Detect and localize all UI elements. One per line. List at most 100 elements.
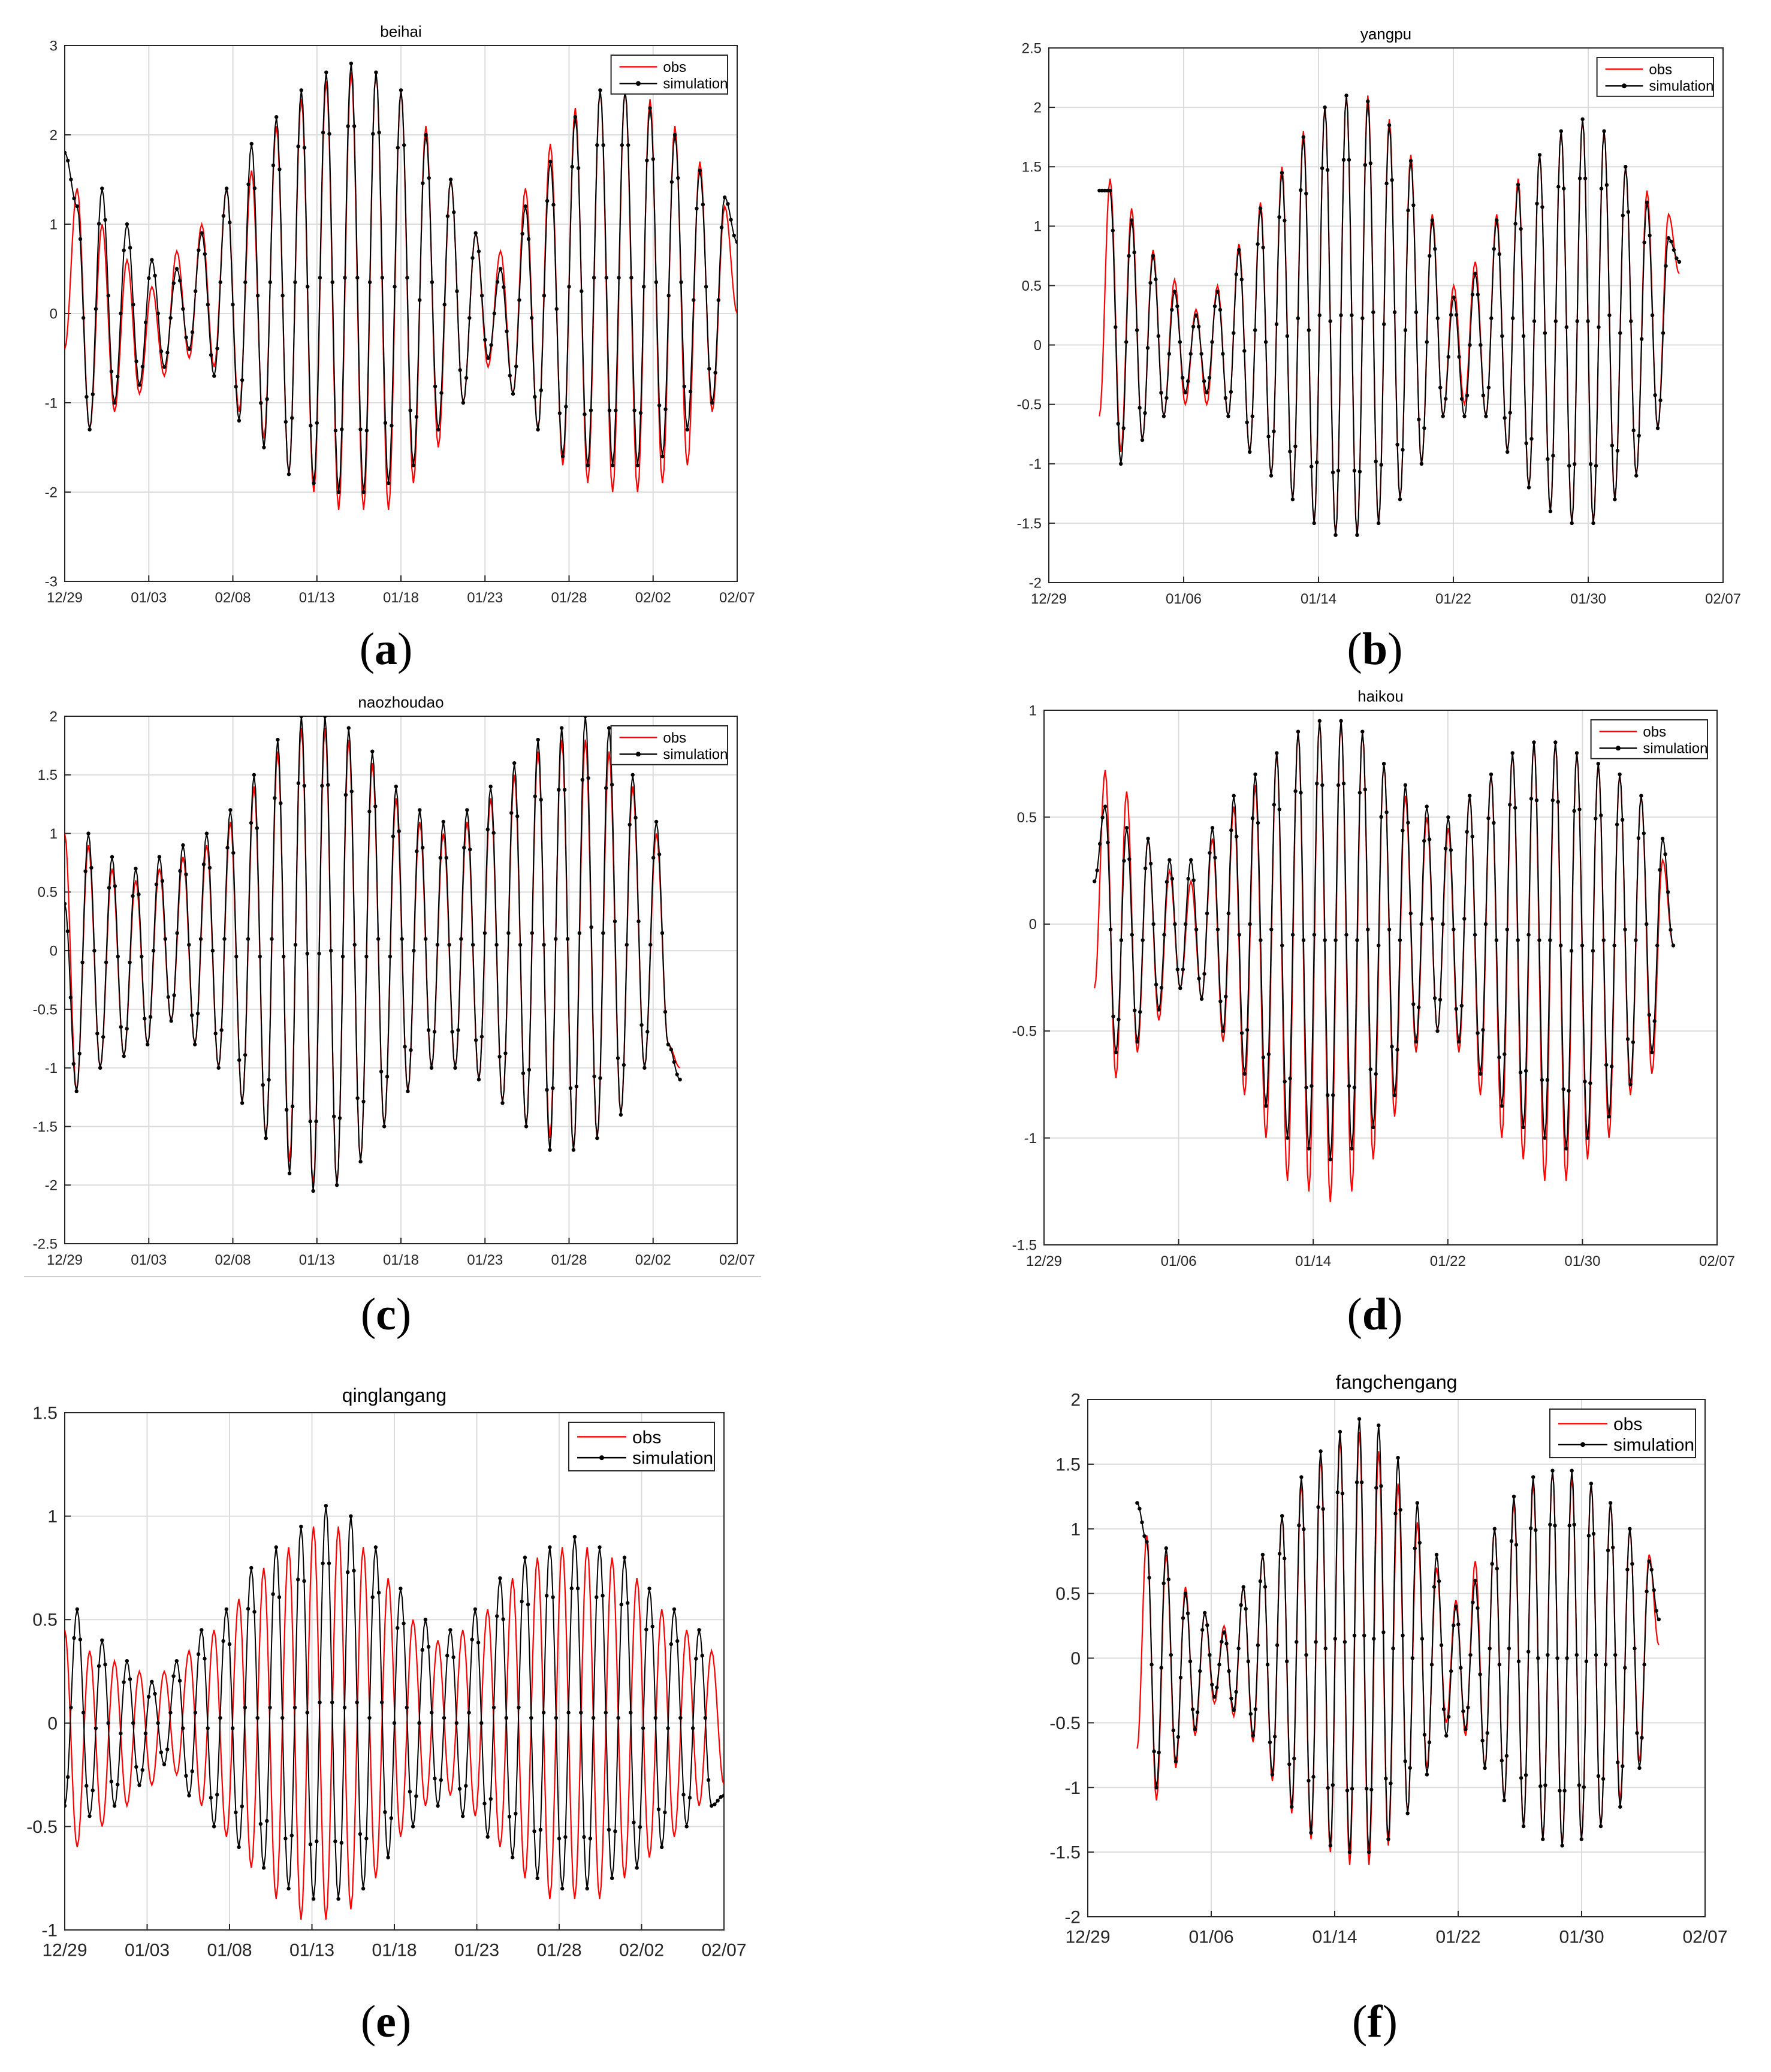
simulation-point <box>1653 393 1657 397</box>
simulation-point <box>1620 818 1625 822</box>
simulation-point <box>1502 1798 1507 1802</box>
simulation-point <box>582 1835 586 1839</box>
simulation-point <box>318 1700 322 1705</box>
simulation-point <box>66 1775 70 1780</box>
simulation-point <box>1660 836 1665 841</box>
simulation-point <box>1301 135 1305 139</box>
simulation-point <box>1290 497 1295 502</box>
simulation-point <box>1151 254 1155 258</box>
simulation-point <box>577 931 581 936</box>
simulation-point <box>1521 1125 1525 1130</box>
simulation-point <box>505 329 509 333</box>
simulation-point <box>530 316 534 320</box>
y-tick-label: 1.5 <box>32 1404 58 1423</box>
simulation-point <box>551 1086 555 1090</box>
simulation-point <box>1347 1084 1351 1088</box>
simulation-point <box>1583 1079 1587 1084</box>
simulation-point <box>619 1112 623 1117</box>
simulation-point <box>137 1783 141 1787</box>
simulation-point <box>502 285 506 289</box>
simulation-point <box>171 1674 176 1678</box>
simulation-point <box>1478 1072 1483 1076</box>
simulation-point <box>1465 830 1469 834</box>
simulation-point <box>458 368 462 372</box>
simulation-point <box>1441 414 1445 418</box>
simulation-point <box>1328 319 1332 324</box>
simulation-point <box>1610 444 1615 448</box>
simulation-point <box>1615 822 1619 827</box>
simulation-point <box>1374 459 1378 463</box>
simulation-point <box>1438 385 1443 390</box>
simulation-point <box>1516 1659 1521 1664</box>
simulation-point <box>128 1677 132 1681</box>
simulation-point <box>1251 1733 1255 1738</box>
y-tick-label: 3 <box>50 38 58 54</box>
simulation-point <box>1417 1540 1422 1545</box>
simulation-point <box>524 1124 529 1129</box>
simulation-point <box>616 1056 620 1060</box>
simulation-point <box>1630 1562 1634 1566</box>
simulation-point <box>644 1627 648 1631</box>
legend-simulation-marker <box>1622 83 1627 89</box>
simulation-point <box>1391 1646 1395 1651</box>
simulation-point <box>134 1765 138 1769</box>
simulation-point <box>1561 1087 1565 1091</box>
simulation-point <box>324 70 328 74</box>
simulation-point <box>1259 938 1263 942</box>
simulation-point <box>1464 1727 1468 1732</box>
simulation-point <box>1532 319 1537 324</box>
simulation-point <box>279 801 283 806</box>
simulation-point <box>1312 933 1317 937</box>
simulation-point <box>639 1023 644 1027</box>
simulation-point <box>1317 719 1322 723</box>
simulation-point <box>1441 1707 1446 1711</box>
simulation-point <box>1523 1069 1528 1073</box>
simulation-point <box>1340 1491 1345 1495</box>
simulation-point <box>349 1514 353 1518</box>
simulation-point <box>1336 469 1341 473</box>
simulation-point <box>1589 1482 1594 1486</box>
simulation-point <box>187 347 191 351</box>
simulation-point <box>1205 1623 1209 1627</box>
simulation-point <box>128 246 132 250</box>
simulation-point <box>1223 396 1228 400</box>
simulation-point <box>429 1066 434 1070</box>
simulation-point <box>1121 426 1126 430</box>
simulation-point <box>1368 1067 1372 1072</box>
simulation-point <box>206 302 210 307</box>
series-simulation <box>1135 1417 1661 1854</box>
simulation-point <box>315 1839 319 1844</box>
legend-box <box>1549 1409 1696 1458</box>
simulation-point <box>530 931 534 936</box>
simulation-point <box>535 1876 539 1880</box>
simulation-point <box>403 1045 407 1049</box>
simulation-point <box>261 1866 266 1870</box>
simulation-point <box>719 1794 723 1799</box>
simulation-point <box>451 1655 455 1660</box>
simulation-point <box>633 816 638 820</box>
simulation-point <box>267 1078 271 1082</box>
x-tick-label: 12/29 <box>1065 1928 1110 1947</box>
simulation-point <box>1583 176 1588 180</box>
simulation-point <box>660 454 665 459</box>
simulation-point <box>1299 188 1303 192</box>
simulation-point <box>647 1587 651 1591</box>
simulation-point <box>80 960 85 964</box>
simulation-point <box>1478 1672 1482 1676</box>
simulation-point <box>1503 1052 1507 1057</box>
simulation-point <box>1637 1766 1642 1771</box>
simulation-point <box>1256 242 1260 246</box>
simulation-point <box>1133 1008 1137 1013</box>
simulation-point <box>85 394 89 399</box>
y-tick-label: -0.5 <box>1012 1024 1037 1040</box>
simulation-point <box>1315 782 1319 786</box>
y-tick-label: -1 <box>1029 456 1042 472</box>
simulation-point <box>330 280 334 284</box>
simulation-point <box>648 106 652 110</box>
simulation-point <box>1381 762 1386 766</box>
chart-fangchengang: -2 -1.5 -1 -0.5 0 0.5 1 1.5 2 12/29 01/06 01/14 01/2… <box>1049 1371 1727 1947</box>
simulation-point <box>168 1711 173 1715</box>
simulation-point <box>445 1654 449 1658</box>
simulation-point <box>1253 328 1257 332</box>
simulation-point <box>296 1578 300 1582</box>
